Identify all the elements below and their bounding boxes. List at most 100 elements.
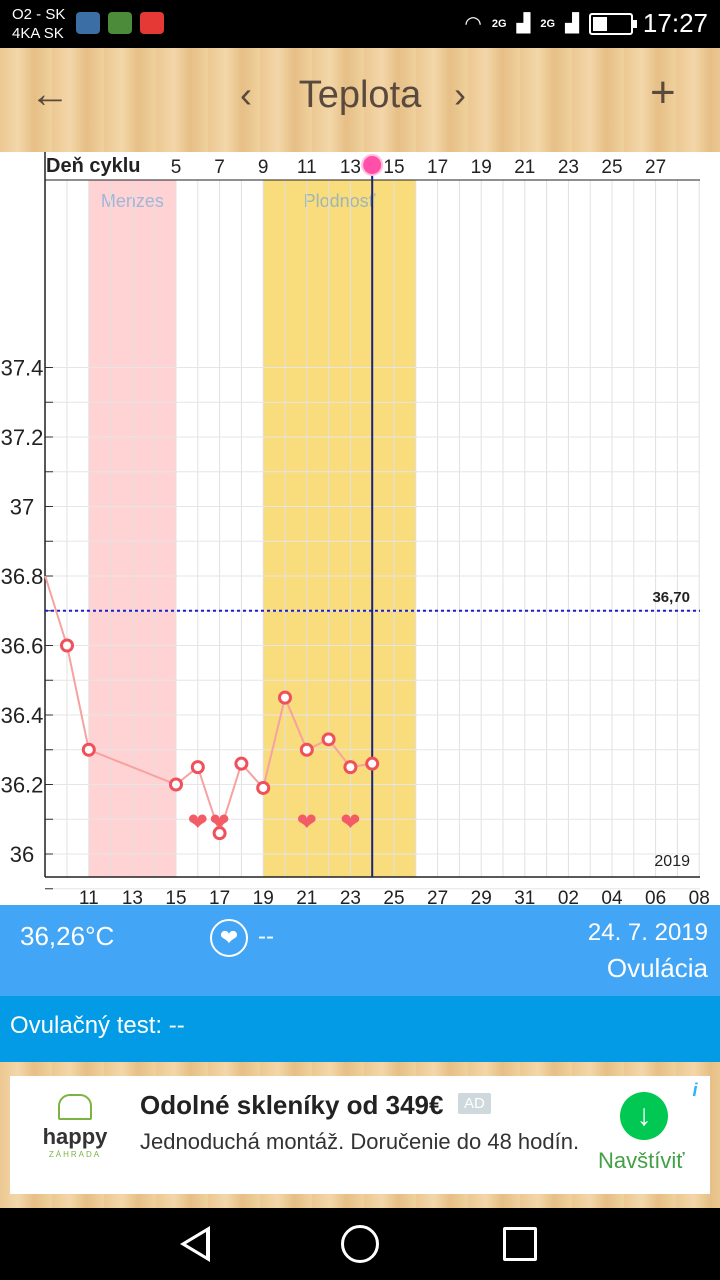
temperature-point xyxy=(190,760,205,775)
bottom-tick-label: 06 xyxy=(645,888,666,905)
top-tick-label: 17 xyxy=(427,157,448,178)
temperature-point xyxy=(343,760,358,775)
top-tick-label: 19 xyxy=(471,157,492,178)
add-plus-icon[interactable]: + xyxy=(650,68,676,117)
temperature-point xyxy=(169,777,183,792)
cycle-phase: Ovulácia xyxy=(606,953,708,983)
clock: 17:27 xyxy=(642,8,708,38)
day-info-bar[interactable]: 36,26°C ❤ -- 24. 7. 2019 Ovulácia xyxy=(0,905,720,996)
y-tick-label: 36.6 xyxy=(1,634,44,659)
top-tick-label: 7 xyxy=(214,157,225,178)
phase-band-1 xyxy=(263,180,416,877)
app-notification-icon xyxy=(108,12,132,34)
download-arrow-icon[interactable]: ↓ xyxy=(620,1092,668,1140)
selected-temperature: 36,26°C xyxy=(20,921,115,951)
temperature-point xyxy=(321,732,336,747)
youtube-notification-icon xyxy=(140,12,164,34)
top-axis-label: Deň cyklu xyxy=(46,155,140,177)
phase-band-label-1: Plodnosť xyxy=(304,191,376,211)
ad-body: Jednoduchá montáž. Doručenie do 48 hodín… xyxy=(140,1129,580,1154)
greenhouse-icon xyxy=(58,1094,92,1120)
top-tick-label: 13 xyxy=(340,157,361,178)
network-type-2: 2G xyxy=(540,17,556,30)
ovulation-test-text: Ovulačný test: -- xyxy=(10,1012,185,1039)
top-tick-label: 27 xyxy=(645,157,666,178)
current-day-marker xyxy=(361,154,384,176)
temperature-point xyxy=(365,756,380,771)
maps-notification-icon xyxy=(76,12,100,34)
carrier-line-1: O2 - SK xyxy=(12,6,66,23)
ad-title: Odolné skleníky od 349€ xyxy=(140,1090,444,1120)
y-tick-label: 36.4 xyxy=(1,703,44,728)
adchoices-icon[interactable]: i xyxy=(692,1080,698,1100)
back-arrow-icon[interactable]: ← xyxy=(30,72,70,116)
ad-badge: AD xyxy=(458,1093,491,1114)
y-tick-label: 37 xyxy=(10,495,34,520)
temperature-chart[interactable]: Menzes Plodnosť37.437.23736.836.636.436.2… xyxy=(0,152,720,905)
app-bar: ← ‹ Teplota › + xyxy=(0,48,720,152)
ad-banner[interactable]: happy ZÁHRADA Odolné skleníky od 349€ AD… xyxy=(10,1076,710,1194)
temperature-point xyxy=(81,742,96,757)
bottom-tick-label: 17 xyxy=(209,888,230,905)
y-tick-label: 36.2 xyxy=(1,773,44,798)
notification-icons xyxy=(76,12,164,34)
logo-name: happy xyxy=(42,1124,108,1149)
advertiser-logo: happy ZÁHRADA xyxy=(32,1094,118,1178)
logo-sub: ZÁHRADA xyxy=(48,1150,102,1159)
bottom-tick-label: 04 xyxy=(601,888,623,905)
top-tick-label: 11 xyxy=(297,157,317,178)
bottom-tick-label: 02 xyxy=(558,888,579,905)
carrier-info: O2 - SK 4KA SK xyxy=(12,5,65,43)
y-tick-label: 37.2 xyxy=(1,425,44,450)
y-tick-label: 36.8 xyxy=(1,564,44,589)
temperature-point xyxy=(278,690,292,705)
signal-roaming-icon: ▟ xyxy=(565,13,579,33)
network-type-1: 2G xyxy=(491,17,507,30)
ad-cta-button[interactable]: Navštíviť xyxy=(598,1148,685,1173)
selected-date: 24. 7. 2019 xyxy=(587,919,708,946)
bottom-tick-label: 08 xyxy=(689,888,710,905)
chevron-left-icon[interactable]: ‹ xyxy=(240,74,252,115)
ad-banner-area: happy ZÁHRADA Odolné skleníky od 349€ AD… xyxy=(0,1062,720,1208)
nav-home-icon[interactable] xyxy=(341,1225,379,1263)
bottom-tick-label: 23 xyxy=(340,888,361,905)
temperature-point xyxy=(60,638,74,653)
top-tick-label: 5 xyxy=(171,157,182,178)
heart-icon: ❤ xyxy=(297,808,317,836)
temperature-point xyxy=(212,826,227,841)
system-nav-bar xyxy=(0,1208,720,1280)
chevron-right-icon[interactable]: › xyxy=(454,74,466,115)
ovulation-test-bar[interactable]: Ovulačný test: -- xyxy=(0,996,720,1062)
status-bar: O2 - SK 4KA SK ◠ 2G ▟ 2G ▟ 17:27 xyxy=(0,0,720,48)
wifi-icon: ◠ xyxy=(464,13,482,35)
system-status: ◠ 2G ▟ 2G ▟ 17:27 xyxy=(464,8,708,39)
bottom-tick-label: 25 xyxy=(383,888,404,905)
y-tick-label: 37.4 xyxy=(1,356,44,381)
heart-icon: ❤ xyxy=(210,808,230,836)
battery-icon xyxy=(588,12,637,35)
nav-back-icon[interactable] xyxy=(180,1226,210,1262)
top-tick-label: 23 xyxy=(558,157,579,178)
bottom-tick-label: 31 xyxy=(514,888,535,905)
signal-icon: ▟ xyxy=(516,13,531,33)
top-tick-label: 15 xyxy=(383,157,404,178)
intercourse-value: -- xyxy=(258,923,274,950)
top-tick-label: 21 xyxy=(514,157,535,178)
temperature-point xyxy=(299,742,314,757)
bottom-tick-label: 11 xyxy=(79,888,99,905)
bottom-tick-label: 27 xyxy=(427,888,448,905)
y-tick-label: 36 xyxy=(10,842,34,867)
heart-icon: ❤ xyxy=(340,808,360,836)
temperature-point xyxy=(234,756,249,771)
bottom-tick-label: 21 xyxy=(296,888,317,905)
temperature-point xyxy=(256,780,271,795)
bottom-tick-label: 15 xyxy=(165,888,186,905)
bottom-tick-label: 13 xyxy=(122,888,143,905)
bottom-tick-label: 19 xyxy=(253,888,274,905)
top-tick-label: 9 xyxy=(258,157,269,178)
heart-circle-icon[interactable]: ❤ xyxy=(210,919,248,957)
year-label: 2019 xyxy=(654,853,690,870)
bottom-tick-label: 29 xyxy=(471,888,492,905)
nav-recents-icon[interactable] xyxy=(503,1227,537,1261)
page-title: Teplota xyxy=(298,74,422,116)
